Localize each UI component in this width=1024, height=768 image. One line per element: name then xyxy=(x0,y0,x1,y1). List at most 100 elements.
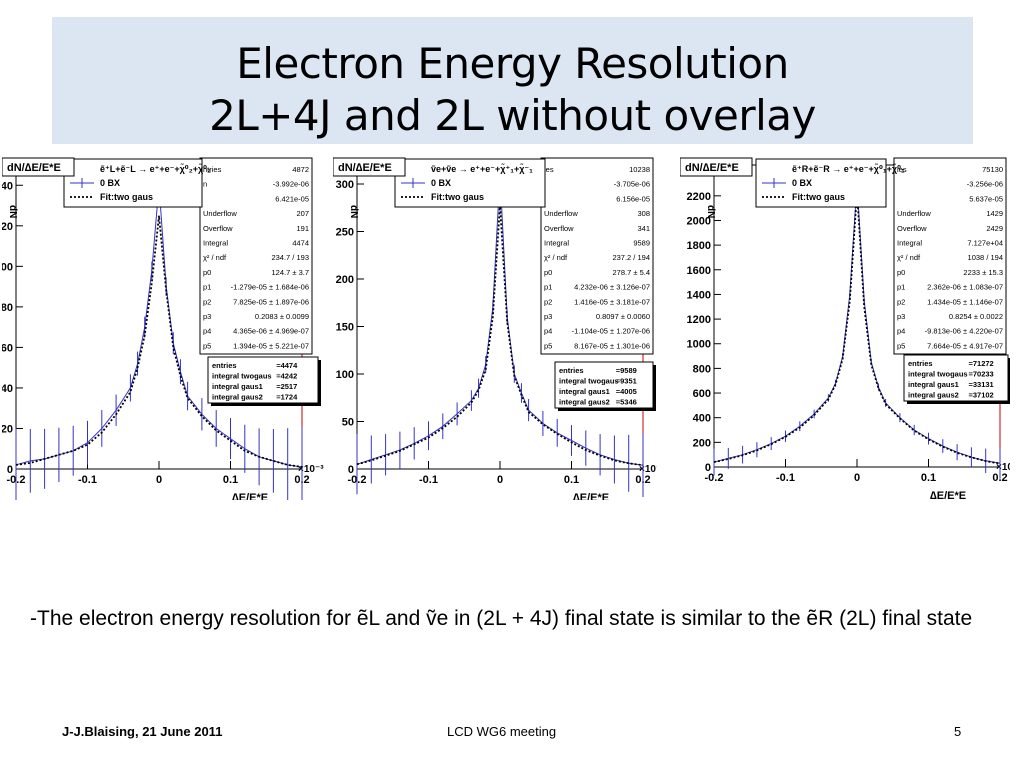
stats-value: 1.416e-05 ± 3.181e-07 xyxy=(574,297,650,306)
stats-value: 237.2 / 194 xyxy=(612,253,650,262)
y-tick-label: 200 xyxy=(693,437,711,449)
y-tick-label: 2000 xyxy=(687,215,711,227)
stats-value: 1429 xyxy=(986,209,1003,218)
stats-key: p3 xyxy=(897,312,905,321)
stats-value: 4.365e-06 ± 4.969e-07 xyxy=(233,327,309,336)
stats-value: 2429 xyxy=(986,224,1003,233)
stats-key: Overflow xyxy=(897,224,927,233)
x-tick-label: -0.1 xyxy=(419,474,438,486)
stats-value: -3.256e-06 xyxy=(967,180,1003,189)
integral-value: =2517 xyxy=(276,382,297,391)
integral-value: =33131 xyxy=(968,380,993,389)
y-tick-label: 1800 xyxy=(687,240,711,252)
stats-value: 1.434e-05 ± 1.146e-07 xyxy=(927,297,1003,306)
slide-title: Electron Energy Resolution xyxy=(236,39,789,88)
x-tick-label: -0.1 xyxy=(776,472,795,484)
integral-value: =4005 xyxy=(616,387,637,396)
integral-key: integral gaus2 xyxy=(212,393,263,402)
integral-value: =9589 xyxy=(616,366,637,375)
integral-value: =71272 xyxy=(968,359,993,368)
stats-key: χ² / ndf xyxy=(203,253,227,262)
x-tick-label: 0.1 xyxy=(921,472,936,484)
stats-value: 124.7 ± 3.7 xyxy=(272,268,309,277)
legend-label: Fit:two gaus xyxy=(792,192,845,202)
stats-key: p3 xyxy=(203,312,211,321)
stats-key: p0 xyxy=(544,268,552,277)
x-axis-multiplier: ×10⁻³ xyxy=(298,464,324,475)
slide-subtitle: 2L+4J and 2L without overlay xyxy=(209,91,816,140)
stats-value: 10238 xyxy=(629,165,650,174)
stats-box xyxy=(199,157,313,355)
y-title-box xyxy=(333,157,406,177)
stats-value: 5.637e-05 xyxy=(969,194,1003,203)
stats-value: 207 xyxy=(296,209,309,218)
integral-value: =1724 xyxy=(276,393,298,402)
y-tick-label: 20 xyxy=(2,423,13,435)
y-tick-label: 200 xyxy=(336,274,354,286)
y-tick-label: 100 xyxy=(336,369,354,381)
y-tick-label: 120 xyxy=(2,221,13,233)
integral-key: entries xyxy=(908,359,933,368)
integral-value: =9351 xyxy=(616,377,637,386)
stats-value: 0.8097 ± 0.0060 xyxy=(596,312,650,321)
stats-value: 341 xyxy=(637,224,650,233)
y-tick-label: 250 xyxy=(336,227,354,239)
y-tick-label: 80 xyxy=(2,302,13,314)
y-tick-label: 0 xyxy=(705,462,711,474)
y-axis-letter: dN xyxy=(7,205,18,218)
stats-value: 0.8254 ± 0.0022 xyxy=(949,312,1003,321)
stats-value: 4474 xyxy=(292,239,309,248)
stats-value: -9.813e-06 ± 4.220e-07 xyxy=(925,327,1003,336)
stats-value: 7.825e-05 ± 1.897e-06 xyxy=(233,297,309,306)
stats-key: ies xyxy=(897,165,907,174)
stats-key: χ² / ndf xyxy=(544,253,568,262)
integral-key: integral twogaus xyxy=(212,372,272,381)
title-banner: Electron Energy Resolution 2L+4J and 2L … xyxy=(52,17,973,144)
stats-key: p0 xyxy=(203,268,211,277)
integrals-box xyxy=(903,354,1009,402)
y-tick-label: 400 xyxy=(693,413,711,425)
y-tick-label: 50 xyxy=(342,417,354,429)
integral-value: =4474 xyxy=(276,361,298,370)
stats-key: p2 xyxy=(544,297,552,306)
y-tick-label: 0 xyxy=(348,464,354,476)
y-title-box xyxy=(680,157,753,177)
y-tick-label: 140 xyxy=(2,180,13,192)
stats-box xyxy=(893,157,1007,355)
stats-value: 308 xyxy=(637,209,650,218)
stats-value: 7.664e-05 ± 4.917e-07 xyxy=(927,341,1003,350)
page-number: 5 xyxy=(954,724,962,739)
integral-value: =4242 xyxy=(276,372,297,381)
histogram-plot-ve: 050100150200250300-0.2-0.100.10.2×10⁻³∆E… xyxy=(333,155,657,500)
x-tick-label: 0 xyxy=(156,474,162,486)
stats-key: p4 xyxy=(203,327,211,336)
y-tick-label: 1400 xyxy=(687,289,711,301)
stats-value: 6.156e-05 xyxy=(616,194,650,203)
integral-key: integral gaus1 xyxy=(908,380,959,389)
stats-key: ies xyxy=(544,165,554,174)
integral-key: integral gaus2 xyxy=(559,398,610,407)
x-axis-label: ∆E/E*E xyxy=(232,492,268,500)
integrals-box xyxy=(207,356,319,404)
stats-key: Integral xyxy=(203,239,228,248)
legend-label: ẽ⁺L+ẽ⁻L → e⁺+e⁻+χ̃⁰₂+χ̃⁰₂ xyxy=(100,163,211,174)
integral-key: integral gaus1 xyxy=(559,387,610,396)
stats-value: 0.2083 ± 0.0099 xyxy=(255,312,309,321)
stats-key: Overflow xyxy=(203,224,233,233)
stats-key: p2 xyxy=(897,297,905,306)
stats-value: 7.127e+04 xyxy=(967,239,1003,248)
stats-value: 6.421e-05 xyxy=(275,194,309,203)
stats-box xyxy=(540,157,654,355)
integral-key: integral gaus1 xyxy=(212,382,263,391)
stats-value: 2233 ± 15.3 xyxy=(963,268,1003,277)
x-axis-multiplier: ×10⁻³ xyxy=(639,464,657,475)
stats-key: Integral xyxy=(544,239,569,248)
x-axis-multiplier: ×10⁻³ xyxy=(996,462,1010,473)
stats-value: 278.7 ± 5.4 xyxy=(613,268,650,277)
y-tick-label: 300 xyxy=(336,179,354,191)
y-tick-label: 2200 xyxy=(687,191,711,203)
y-tick-label: 60 xyxy=(2,342,13,354)
stats-key: p4 xyxy=(544,327,552,336)
stats-value: 2.362e-06 ± 1.083e-07 xyxy=(927,283,1003,292)
y-tick-label: 800 xyxy=(693,363,711,375)
